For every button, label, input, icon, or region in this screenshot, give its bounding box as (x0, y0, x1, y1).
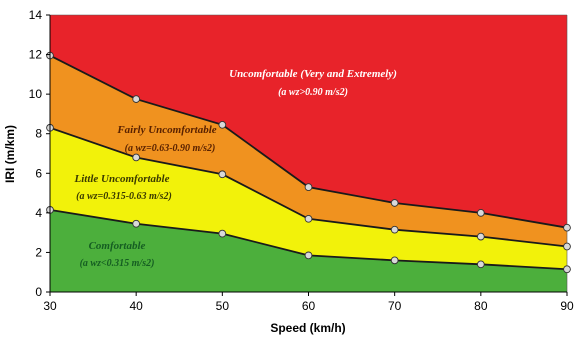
zone-label-fairly: Fairly Uncomfortable (116, 124, 216, 136)
boundary-point-1-60 (304, 251, 313, 260)
boundary-point-3-90 (563, 223, 571, 232)
y-tick-label-0: 0 (35, 285, 42, 299)
zone-comfortable (50, 209, 567, 292)
y-tick-label-2: 2 (35, 245, 42, 259)
zone-condition-little: (a wz=0.315-0.63 m/s2) (76, 191, 172, 202)
x-tick-label-30: 30 (43, 299, 57, 313)
zone-label-comfortable: Comfortable (89, 240, 146, 252)
zone-uncomfortable (50, 15, 567, 228)
y-tick-label-12: 12 (29, 48, 43, 62)
x-tick-label-60: 60 (302, 299, 316, 313)
boundary-point-1-50 (218, 229, 227, 238)
tick-labels: 30 40 50 60 70 80 90 0 2 4 6 8 10 12 14 (29, 8, 574, 313)
boundary-point-3-60 (304, 183, 313, 191)
x-tick-label-90: 90 (560, 299, 574, 313)
boundary-point-2-70 (390, 225, 399, 234)
zone-condition-comfortable: (a wz<0.315 m/s2) (80, 258, 155, 269)
zone-labels: Uncomfortable (Very and Extremely) (a wz… (73, 68, 396, 269)
boundary-point-3-40 (132, 95, 141, 103)
boundary-point-2-80 (476, 232, 485, 241)
x-tick-label-70: 70 (388, 299, 402, 313)
y-tick-label-6: 6 (35, 166, 42, 180)
zone-label-little: Little Uncomfortable (73, 173, 169, 185)
boundary-point-3-70 (390, 199, 399, 207)
y-tick-label-8: 8 (35, 127, 42, 141)
x-tick-label-50: 50 (216, 299, 230, 313)
y-axis-label: IRI (m/km) (3, 125, 17, 183)
boundary-point-2-50 (218, 170, 227, 179)
y-tick-label-10: 10 (29, 87, 43, 101)
boundary-point-1-80 (476, 260, 485, 269)
boundary-point-1-40 (132, 219, 141, 228)
zone-condition-fairly: (a wz=0.63-0.90 m/s2) (125, 143, 216, 154)
boundary-point-3-50 (218, 120, 227, 129)
y-tick-label-14: 14 (29, 8, 43, 22)
boundary-point-2-40 (132, 153, 141, 162)
zone-condition-uncomfortable: (a wz>0.90 m/s2) (278, 87, 348, 98)
boundary-point-1-70 (390, 256, 399, 265)
zone-label-uncomfortable: Uncomfortable (Very and Extremely) (229, 68, 397, 80)
boundary-point-1-90 (563, 265, 571, 274)
boundary-point-3-80 (476, 209, 485, 217)
x-tick-label-40: 40 (129, 299, 143, 313)
x-tick-label-80: 80 (474, 299, 488, 313)
y-tick-label-4: 4 (35, 206, 42, 220)
boundary-point-2-90 (563, 242, 571, 251)
x-axis-label: Speed (km/h) (270, 321, 345, 335)
boundary-point-2-60 (304, 214, 313, 223)
zone-fairly-uncomfortable (50, 55, 567, 247)
